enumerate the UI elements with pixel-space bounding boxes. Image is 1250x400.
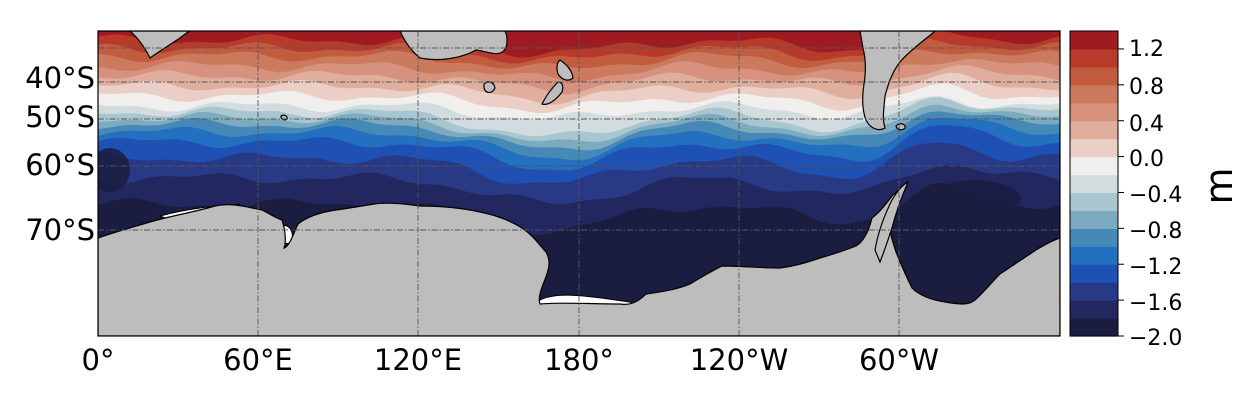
colorbar-band	[1070, 318, 1118, 337]
colorbar-band	[1070, 300, 1118, 319]
contour-minimum-patch	[670, 226, 730, 254]
colorbar: 1.2 0.8 0.4 0.0 −0.4 −0.8 −1.2 −1.6 −2.0…	[1069, 30, 1241, 351]
falkland-islands	[895, 123, 906, 131]
gridlines	[98, 31, 1060, 336]
colorbar-ticks	[1118, 48, 1124, 337]
colorbar-band	[1070, 138, 1118, 158]
lon-label-180: 180°	[544, 343, 614, 377]
cb-tick-label-1.2: 1.2	[1129, 37, 1164, 62]
lon-label-0: 0°	[82, 343, 115, 377]
colorbar-band	[1070, 66, 1118, 86]
lon-label-60w: 60°W	[859, 343, 939, 377]
colorbar-band	[1070, 174, 1118, 194]
colorbar-unit-label: m	[1197, 167, 1241, 204]
cb-tick-label-minus-1.6: −1.6	[1129, 291, 1182, 316]
lon-label-120w: 120°W	[690, 343, 789, 377]
colorbar-bands	[1070, 31, 1118, 337]
antarctica-landmass	[98, 184, 1060, 336]
south-america-landmass	[859, 31, 936, 131]
cb-tick-label-minus-2.0: −2.0	[1129, 326, 1182, 351]
latitude-labels: 40°S 50°S 60°S 70°S	[25, 61, 95, 247]
africa-coast	[129, 31, 191, 59]
colorbar-band	[1070, 228, 1118, 247]
colorbar-band	[1070, 192, 1118, 212]
lat-label-70s: 70°S	[25, 213, 95, 247]
cb-tick-label-0.0: 0.0	[1129, 147, 1164, 172]
contour-minimum-patch	[929, 180, 1021, 220]
lat-label-60s: 60°S	[25, 148, 95, 182]
antarctic-peninsula	[874, 180, 910, 264]
map-frame	[97, 30, 1061, 337]
lat-label-50s: 50°S	[25, 100, 95, 134]
colorbar-frame	[1069, 30, 1119, 337]
tasmania-island	[483, 81, 496, 94]
land-layer	[98, 31, 1060, 336]
new-zealand-north-island	[556, 59, 574, 81]
colorbar-band	[1070, 84, 1118, 104]
colorbar-band	[1070, 156, 1118, 176]
colorbar-band	[1070, 120, 1118, 140]
cb-tick-label-minus-1.2: −1.2	[1129, 255, 1182, 280]
lat-label-40s: 40°S	[25, 61, 95, 95]
colorbar-band	[1070, 282, 1118, 301]
lon-label-60e: 60°E	[223, 343, 293, 377]
new-zealand-south-island	[541, 81, 564, 105]
colorbar-band	[1070, 31, 1118, 50]
contour-minimum-patch	[98, 148, 130, 192]
colorbar-band	[1070, 210, 1118, 229]
colorbar-band	[1070, 246, 1118, 265]
colorbar-band	[1070, 48, 1118, 68]
cb-tick-label-minus-0.4: −0.4	[1129, 183, 1182, 208]
cb-tick-label-minus-0.8: −0.8	[1129, 219, 1182, 244]
colorbar-band	[1070, 102, 1118, 122]
colorbar-tick-labels: 1.2 0.8 0.4 0.0 −0.4 −0.8 −1.2 −1.6 −2.0	[1129, 37, 1182, 351]
australia-landmass	[399, 31, 508, 61]
colorbar-band	[1070, 264, 1118, 283]
cb-tick-label-0.4: 0.4	[1129, 112, 1164, 137]
cb-tick-label-0.8: 0.8	[1129, 75, 1164, 100]
longitude-labels: 0° 60°E 120°E 180° 120°W 60°W	[82, 343, 940, 377]
lon-label-120e: 120°E	[374, 343, 462, 377]
map-panel	[97, 30, 1061, 337]
